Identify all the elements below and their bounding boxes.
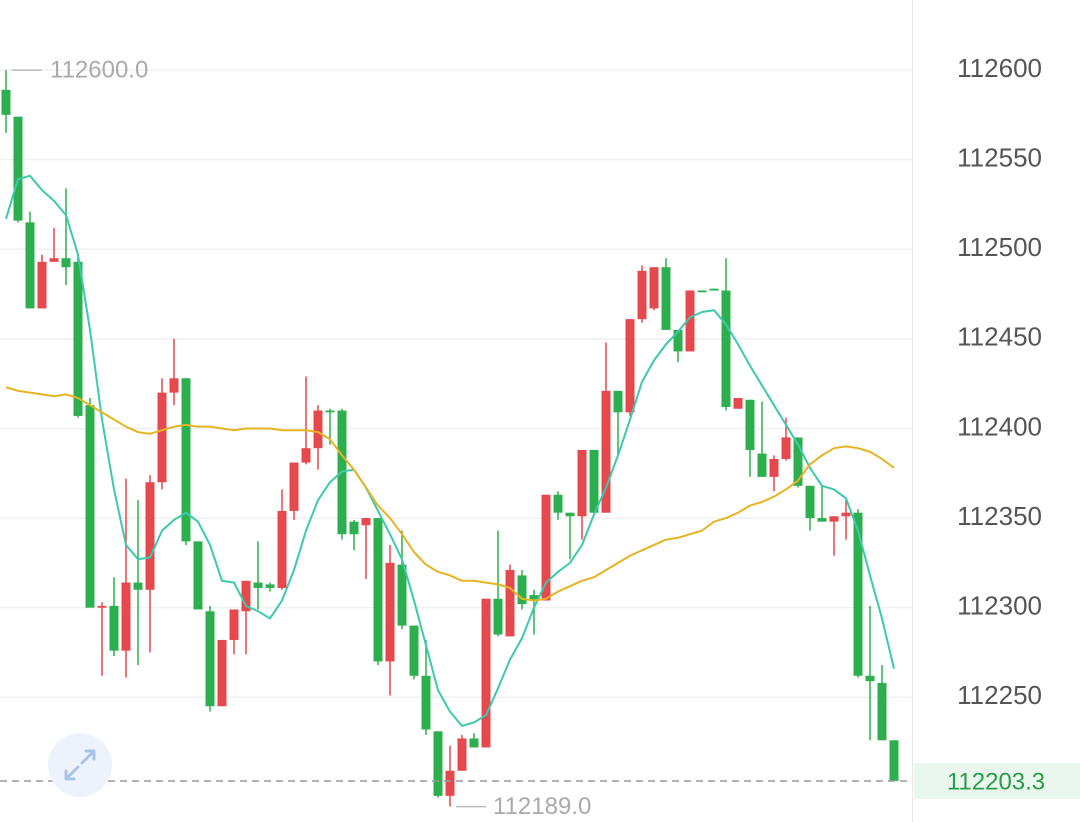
candle-body [37, 261, 47, 309]
candle-body [169, 378, 179, 393]
candle-body [25, 222, 35, 309]
candle-body [721, 290, 731, 407]
candle-body [553, 494, 563, 513]
candle-body [769, 458, 779, 477]
y-tick-label: 112550 [957, 143, 1042, 173]
candle-body [241, 580, 251, 612]
candle-body [793, 437, 803, 486]
candle-body [757, 453, 767, 477]
candle-body [157, 392, 167, 483]
candle-body [637, 270, 647, 320]
expand-icon[interactable] [64, 749, 96, 781]
y-tick-label: 112400 [957, 411, 1042, 441]
y-tick-label: 112350 [957, 501, 1042, 531]
candle-body [13, 116, 23, 221]
candle-body [889, 740, 899, 781]
candle-body [493, 598, 503, 635]
candle-body [817, 518, 827, 522]
candle-body [697, 290, 707, 293]
candle-body [217, 639, 227, 707]
expand-circle[interactable] [48, 733, 112, 797]
candle-body [433, 731, 443, 796]
candle-body [409, 625, 419, 676]
candle-body [349, 521, 359, 535]
candle-body [301, 448, 311, 463]
candle-body [505, 570, 515, 637]
candle-body [457, 738, 467, 771]
candle-body [133, 582, 143, 590]
candle-body [649, 267, 659, 309]
candle-body [745, 399, 755, 450]
candle-body [277, 510, 287, 588]
low-marker-label: 112189.0 [493, 793, 591, 820]
candle-body [313, 410, 323, 449]
candle-body [589, 449, 599, 513]
candle-body [577, 449, 587, 517]
candle-body [481, 598, 491, 748]
y-tick-label: 112450 [957, 322, 1042, 352]
candle-body [73, 261, 83, 416]
high-marker-label: 112600.0 [50, 56, 148, 83]
candle-body [373, 518, 383, 662]
candle-body [85, 405, 95, 608]
ma-line [5, 386, 895, 602]
candle-body [181, 378, 191, 542]
candle-body [685, 290, 695, 352]
candle-body [109, 605, 119, 651]
candle-body [385, 562, 395, 662]
candle-body [853, 512, 863, 676]
candle-body [673, 329, 683, 352]
candle-body [289, 462, 299, 511]
candle-body [601, 390, 611, 513]
y-tick-label: 112500 [957, 232, 1042, 262]
candle-body [121, 582, 131, 651]
candle-body [325, 410, 335, 413]
candle-body [829, 516, 839, 522]
candle-body [469, 738, 479, 748]
candle-body [709, 288, 719, 291]
candle-body [625, 319, 635, 413]
candle-body [397, 564, 407, 626]
candle-body [61, 258, 71, 268]
ma-line [5, 174, 895, 727]
candle-body [841, 512, 851, 517]
candle-body [145, 482, 155, 590]
candle-body [253, 582, 263, 588]
candle-body [733, 398, 743, 409]
candle-body [49, 258, 59, 262]
candle-body [541, 494, 551, 601]
candle-body [205, 611, 215, 707]
candle-body [613, 390, 623, 413]
y-tick-label: 112300 [957, 591, 1042, 621]
expand-button[interactable] [48, 733, 112, 797]
candle-body [865, 675, 875, 682]
candle-body [97, 605, 107, 608]
candle-body [421, 675, 431, 730]
candle-body [229, 609, 239, 640]
candle-body [361, 518, 371, 526]
candle-body [529, 595, 539, 601]
last-price-label: 112203.3 [947, 768, 1045, 795]
candle-body [661, 267, 671, 330]
candle-body [445, 770, 455, 796]
last-price-tag [914, 762, 1080, 799]
candle-body [265, 584, 275, 588]
y-tick-label: 112250 [957, 680, 1042, 710]
candle-body [193, 541, 203, 610]
candle-body [877, 682, 887, 741]
candle-body [565, 512, 575, 517]
candle-body [517, 575, 527, 605]
candle-body [1, 89, 11, 115]
candle-body [781, 437, 791, 459]
candle-body [805, 485, 815, 519]
y-tick-label: 112600 [957, 53, 1042, 83]
